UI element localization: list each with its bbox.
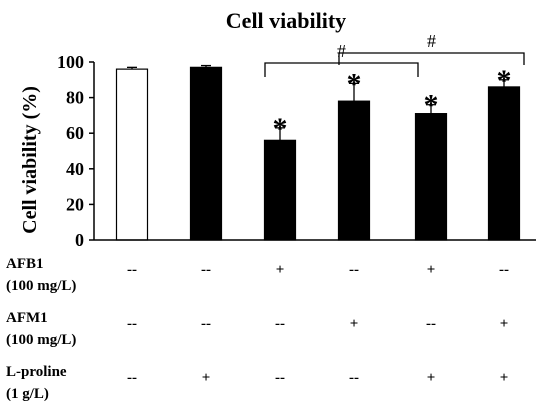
bar	[263, 139, 297, 241]
treatment-dose: (100 mg/L)	[6, 332, 76, 348]
y-tick-label: 0	[75, 230, 84, 250]
treatment-table: AFB1 (100 mg/L) -- -- + -- + -- AFM1 (100 mg/L) --…	[6, 256, 509, 402]
y-tick-label: 20	[66, 194, 84, 214]
treatment-cell: +	[427, 262, 436, 278]
y-axis-label: Cell viability (%)	[19, 86, 41, 234]
y-tick-label: 100	[57, 52, 84, 72]
treatment-dose: (100 mg/L)	[6, 278, 76, 294]
bar	[115, 68, 149, 241]
treatment-cell: --	[275, 316, 285, 332]
significance-star: *	[273, 112, 288, 145]
treatment-cell: --	[127, 262, 137, 278]
treatment-cell: --	[127, 370, 137, 386]
treatment-cell: --	[426, 316, 436, 332]
significance-label: #	[337, 41, 346, 61]
treatment-label: AFM1	[6, 310, 48, 326]
treatment-cell: +	[500, 316, 509, 332]
y-tick-label: 80	[66, 88, 84, 108]
bar	[414, 113, 448, 241]
significance-star: *	[424, 89, 439, 122]
treatment-cell: --	[349, 262, 359, 278]
treatment-cell: +	[427, 370, 436, 386]
treatment-cell: +	[276, 262, 285, 278]
significance-star: *	[347, 67, 362, 100]
significance-bracket	[264, 62, 419, 77]
treatment-label: AFB1	[6, 256, 44, 272]
bar	[189, 66, 223, 241]
treatment-cell: --	[201, 316, 211, 332]
treatment-label: L-proline	[6, 364, 67, 380]
treatment-cell: --	[349, 370, 359, 386]
treatment-cell: --	[201, 262, 211, 278]
treatment-dose: (1 g/L)	[6, 386, 49, 402]
y-tick-label: 40	[66, 159, 84, 179]
bar	[337, 100, 371, 241]
treatment-cell: --	[127, 316, 137, 332]
significance-star: *	[497, 64, 512, 97]
y-tick-label: 60	[66, 123, 84, 143]
significance-bracket	[338, 52, 525, 65]
bar	[487, 86, 521, 241]
treatment-cell: +	[500, 370, 509, 386]
treatment-cell: +	[350, 316, 359, 332]
treatment-cell: +	[202, 370, 211, 386]
significance-label: #	[427, 31, 436, 51]
treatment-cell: --	[275, 370, 285, 386]
chart-title: Cell viability	[226, 8, 346, 33]
treatment-cell: --	[499, 262, 509, 278]
